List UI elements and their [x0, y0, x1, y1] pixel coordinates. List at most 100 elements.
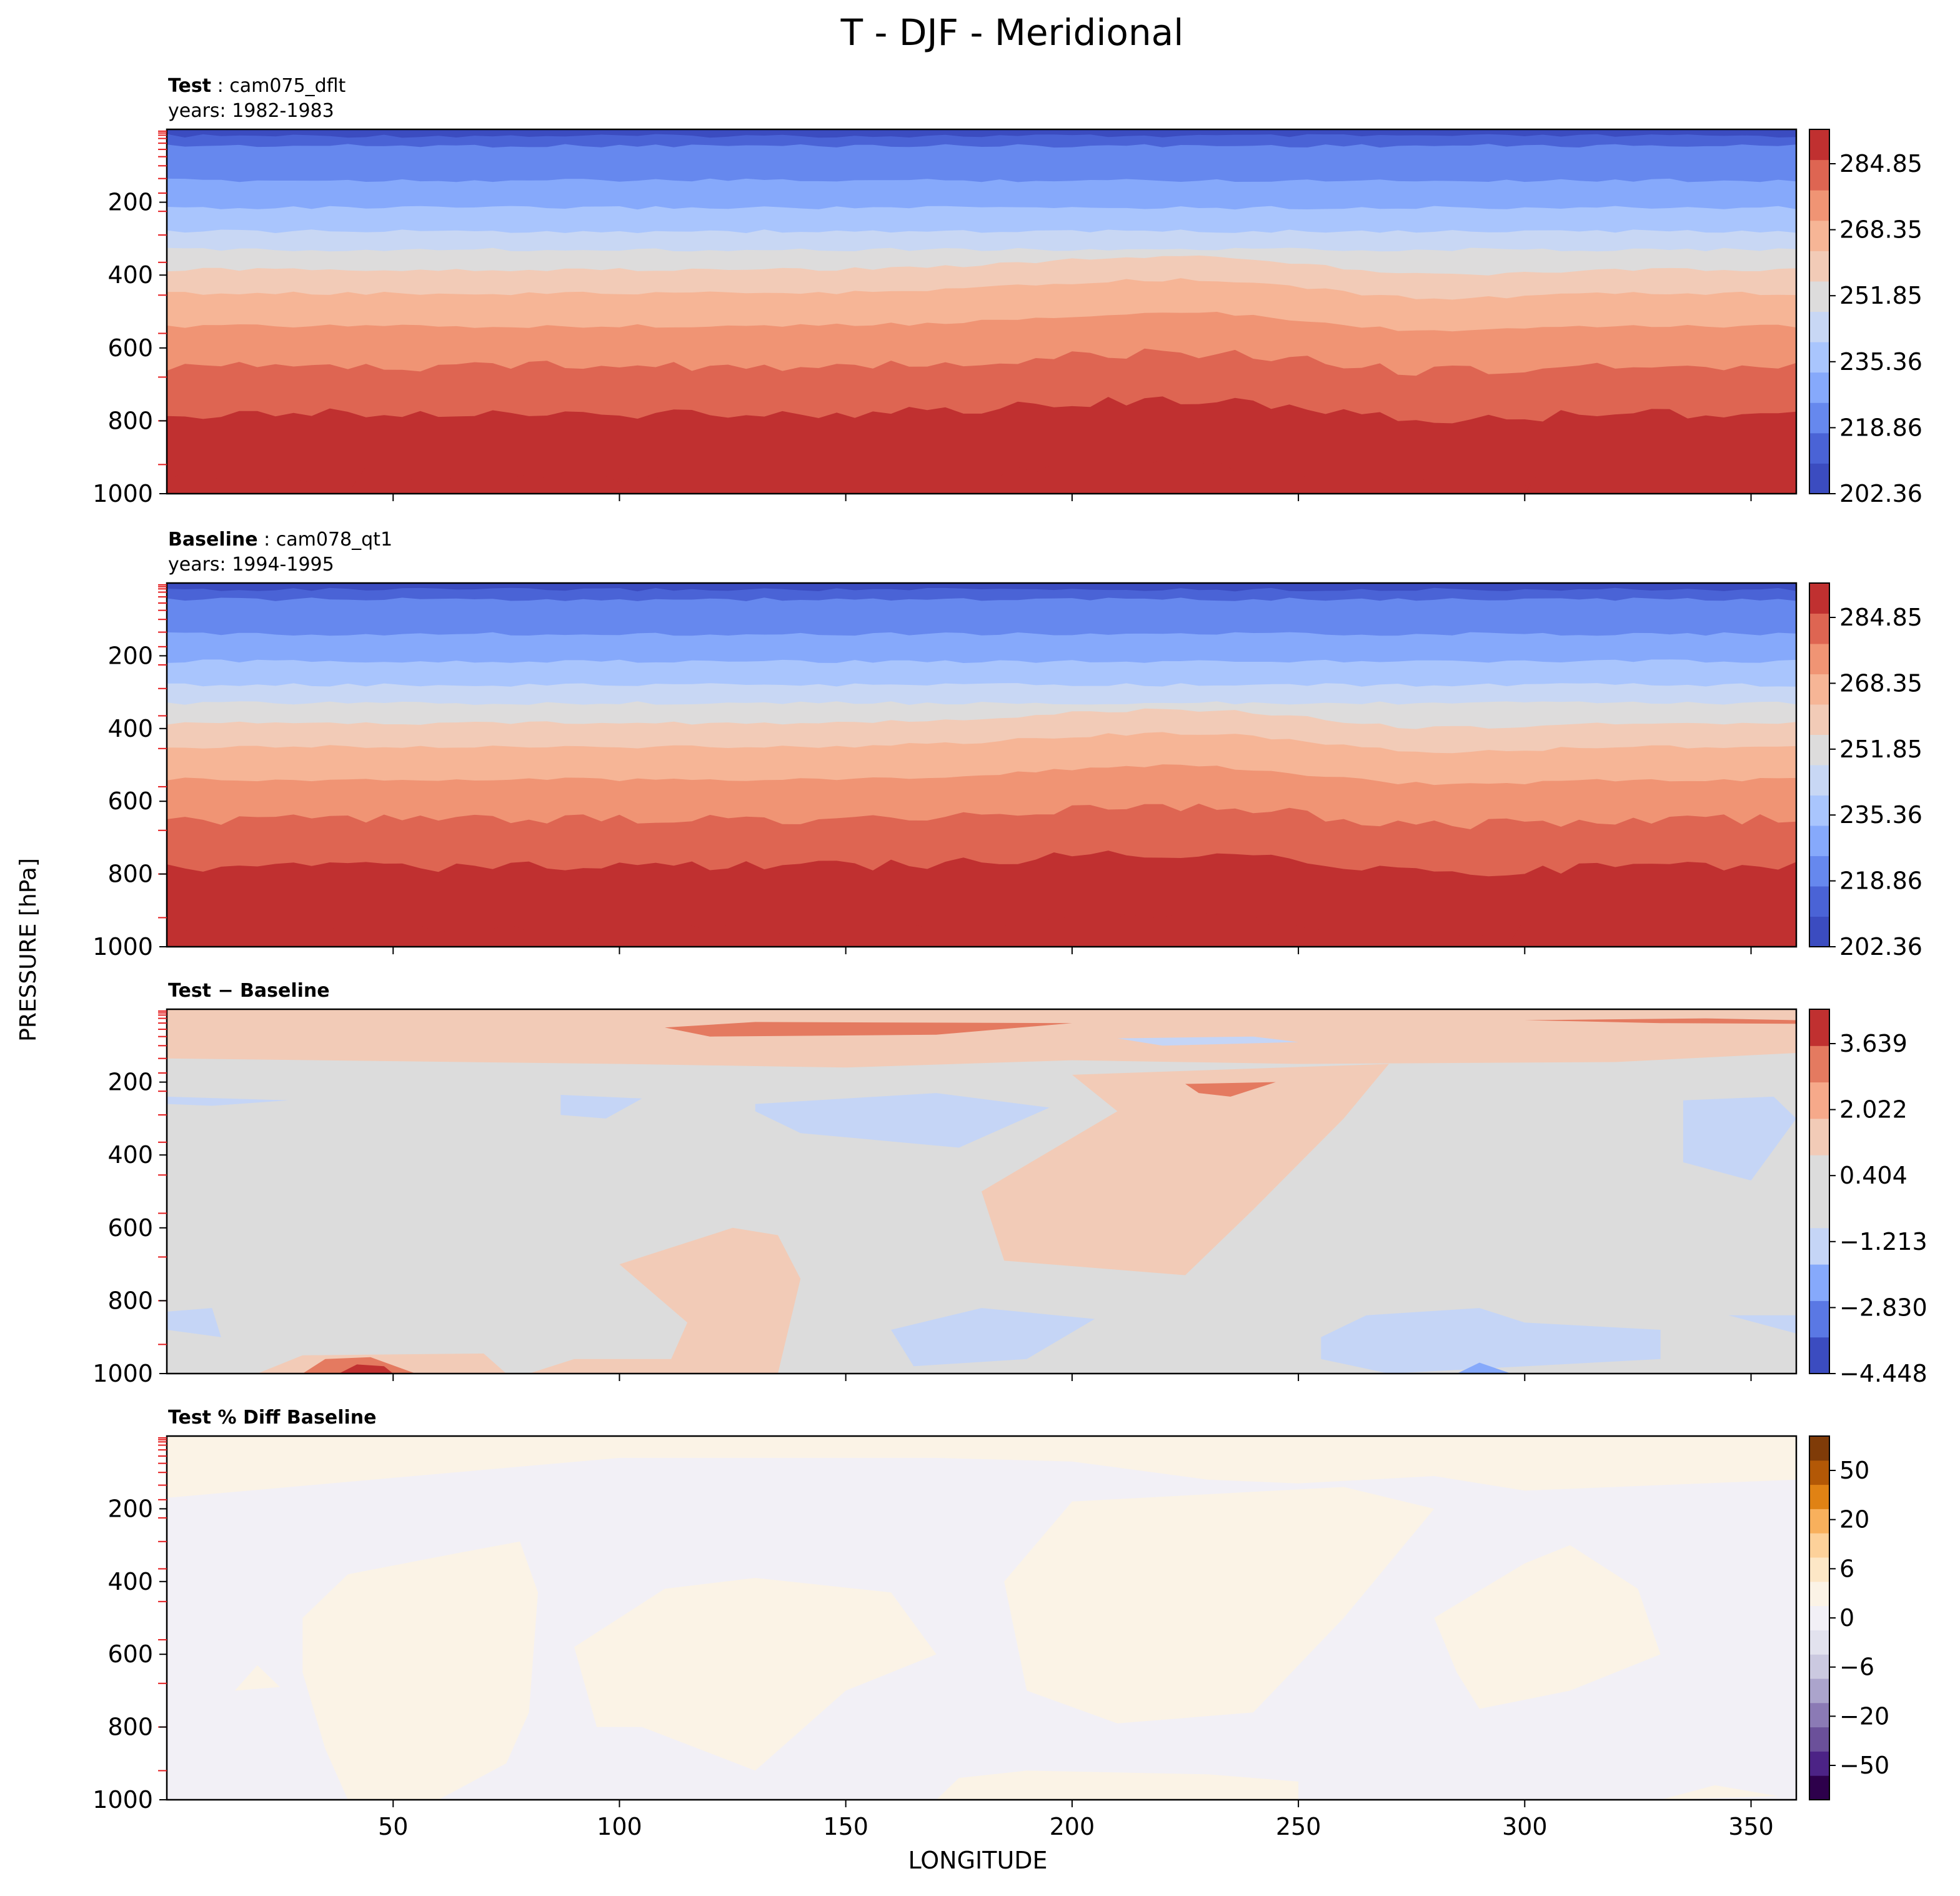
contour-region — [1434, 1545, 1661, 1709]
panel-title-bold: Baseline — [168, 529, 258, 551]
x-tick-label: 50 — [378, 1813, 408, 1840]
colorbar-tick-label: 218.86 — [1839, 414, 1923, 441]
contour-region — [167, 1308, 221, 1337]
colorbar-segment — [1809, 1227, 1829, 1265]
colorbar-tick-label: 0 — [1839, 1604, 1854, 1632]
colorbar-tick-label: 50 — [1839, 1457, 1869, 1484]
plot-frame — [166, 1008, 1798, 1375]
colorbar-segment — [1809, 251, 1829, 282]
colorbar-segment — [1809, 1264, 1829, 1301]
contour-field — [167, 129, 1796, 494]
y-tick-label: 400 — [107, 261, 153, 289]
colorbar-segment — [1809, 674, 1829, 705]
colorbar-segment — [1809, 190, 1829, 221]
colorbar-segment — [1809, 1557, 1829, 1582]
panel-subtitle: years: 1994-1995 — [168, 554, 334, 576]
plot-frame — [166, 582, 1798, 948]
colorbar-segment — [1809, 463, 1829, 494]
colorbar-tick-label: −20 — [1839, 1702, 1889, 1730]
colorbar-segment — [1809, 1460, 1829, 1485]
contour-region — [1185, 1082, 1276, 1097]
colorbar-tick-label: 251.85 — [1839, 282, 1923, 309]
colorbar-segment — [1809, 372, 1829, 403]
y-tick-label: 800 — [107, 407, 153, 434]
colorbar-tick-label: 218.86 — [1839, 867, 1923, 895]
plot-frame — [166, 128, 1798, 495]
panel-title-bold: Test — [168, 75, 211, 97]
y-tick-label: 400 — [107, 715, 153, 742]
colorbar-tick-label: −50 — [1839, 1752, 1889, 1779]
panel-title: Baseline : cam078_qt1 — [168, 529, 392, 551]
panel-test: 200 400 600 800 1000 Test : cam075_dflt years:… — [92, 75, 1923, 507]
colorbar-segment — [1809, 1484, 1829, 1509]
panel-title: Test % Diff Baseline — [168, 1407, 377, 1429]
colorbar-segment — [1809, 342, 1829, 373]
y-tick-label: 200 — [107, 1495, 153, 1522]
colorbar-segment — [1809, 1702, 1829, 1728]
panel-title-bold: Test % Diff Baseline — [168, 1407, 377, 1429]
contour-region — [167, 1096, 289, 1106]
colorbar-tick-label: 284.85 — [1839, 150, 1923, 177]
panel-title-case: : cam078_qt1 — [258, 529, 392, 551]
colorbar-tick-label: −6 — [1839, 1654, 1874, 1681]
contour-region — [982, 1064, 1389, 1275]
colorbar-segment — [1809, 129, 1829, 161]
y-axis-label: PRESSURE [hPa] — [16, 858, 41, 1042]
colorbar-segment — [1809, 220, 1829, 251]
contour-region — [339, 1364, 394, 1374]
colorbar-segment — [1809, 1509, 1829, 1534]
colorbar-tick-label: −2.830 — [1839, 1294, 1928, 1321]
colorbar-segment — [1809, 765, 1829, 796]
x-tick-label: 100 — [597, 1813, 642, 1840]
colorbar-segment — [1809, 311, 1829, 342]
colorbar-segment — [1809, 856, 1829, 887]
colorbar-segment — [1809, 1533, 1829, 1558]
contour-field — [167, 1436, 1796, 1800]
colorbar-segment — [1809, 281, 1829, 312]
contour-region — [167, 1009, 1796, 1068]
y-tick-label: 1000 — [92, 1360, 153, 1387]
panel-difference: 200 400 600 800 1000 Test − Baseline 3.639 2.02… — [92, 980, 1927, 1387]
contour-field — [167, 1009, 1796, 1374]
contour-band — [167, 129, 1796, 138]
panel-baseline: 200 400 600 800 1000 Baseline : cam078_qt1yea… — [92, 529, 1923, 960]
colorbar-segment — [1809, 613, 1829, 644]
colorbar-tick-label: 202.36 — [1839, 480, 1923, 507]
colorbar-segment — [1809, 1155, 1829, 1192]
contour-region — [529, 1359, 755, 1374]
colorbar-tick-label: 235.36 — [1839, 801, 1923, 829]
colorbar-segment — [1809, 1191, 1829, 1229]
colorbar-segment — [1809, 1337, 1829, 1374]
colorbar-segment — [1809, 1727, 1829, 1752]
contour-region — [1456, 1362, 1511, 1374]
figure-title: T - DJF - Meridional — [840, 11, 1184, 54]
contour-region — [574, 1578, 937, 1771]
y-tick-label: 800 — [107, 861, 153, 888]
contour-band — [1525, 464, 1796, 494]
y-tick-label: 400 — [107, 1141, 153, 1169]
colorbar-segment — [1809, 1630, 1829, 1655]
y-tick-label: 1000 — [92, 933, 153, 960]
panel-title: Test − Baseline — [168, 980, 330, 1002]
contour-region — [302, 1541, 538, 1800]
contour-region — [891, 1308, 1095, 1367]
y-tick-label: 600 — [107, 787, 153, 815]
colorbar-segment — [1809, 1654, 1829, 1679]
colorbar-tick-label: 0.404 — [1839, 1162, 1908, 1189]
contour-region — [1321, 1308, 1661, 1374]
colorbar-segment — [1809, 1436, 1829, 1461]
colorbar-frame — [1809, 1009, 1830, 1374]
colorbar-segment — [1809, 644, 1829, 674]
y-tick-label: 200 — [107, 189, 153, 216]
colorbar-tick-label: −1.213 — [1839, 1228, 1928, 1255]
contour-region — [1683, 1096, 1796, 1180]
colorbar-segment — [1809, 1045, 1829, 1083]
y-tick-label: 400 — [107, 1568, 153, 1595]
contour-band — [347, 464, 407, 494]
y-tick-label: 1000 — [92, 480, 153, 507]
y-tick-label: 600 — [107, 334, 153, 362]
colorbar-tick-label: 3.639 — [1839, 1030, 1908, 1057]
colorbar-tick-label: −4.448 — [1839, 1360, 1928, 1387]
